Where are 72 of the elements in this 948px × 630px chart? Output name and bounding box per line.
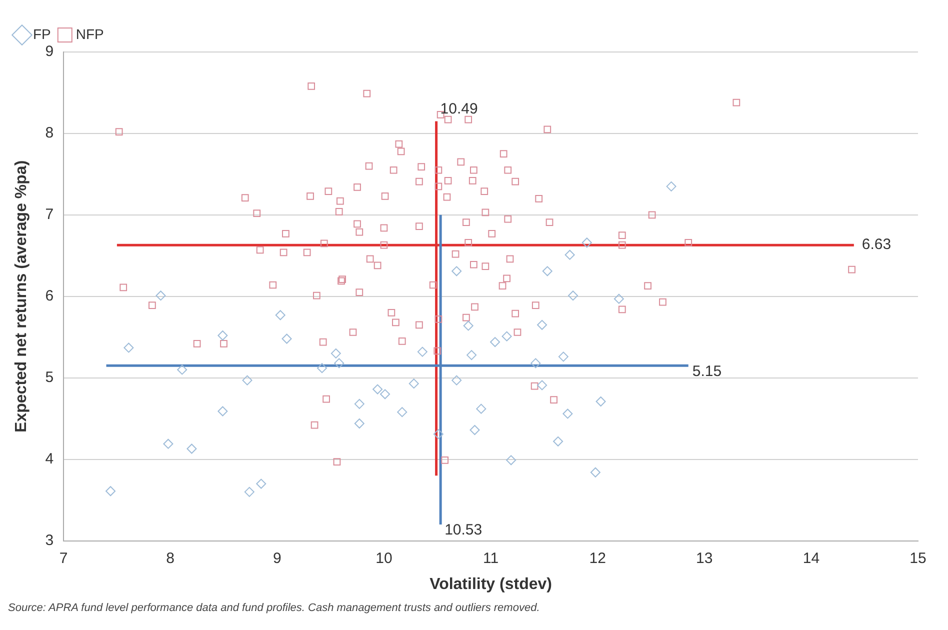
- point: [530, 358, 541, 368]
- point: [317, 363, 328, 374]
- point: [242, 375, 252, 386]
- point: [156, 290, 166, 301]
- point: [417, 346, 428, 357]
- annotation: 10.49: [440, 100, 478, 118]
- point: [330, 348, 341, 358]
- point: [537, 320, 548, 330]
- y-tick-label: 9: [45, 43, 54, 60]
- y-tick-label: 6: [45, 288, 54, 305]
- x-tick-label: 12: [589, 550, 606, 567]
- point: [470, 425, 480, 436]
- annotation: 10.53: [444, 522, 482, 539]
- point: [124, 342, 134, 353]
- x-tick-label: 14: [802, 550, 820, 567]
- point: [666, 181, 676, 192]
- annotation: 6.63: [862, 236, 892, 254]
- point: [334, 358, 344, 368]
- point: [177, 364, 188, 375]
- point: [218, 330, 228, 341]
- x-tick-label: 11: [482, 550, 499, 567]
- x-tick-label: 7: [59, 550, 68, 567]
- point: [275, 310, 286, 320]
- point: [433, 429, 444, 440]
- point: [106, 486, 116, 496]
- y-axis-title: Expected net returns (average %pa): [13, 160, 30, 432]
- point: [463, 320, 474, 331]
- point: [244, 486, 254, 497]
- y-tick-label: 3: [45, 532, 54, 549]
- point: [553, 436, 564, 446]
- annotation: 5.15: [692, 362, 722, 380]
- point: [562, 408, 573, 419]
- point: [537, 380, 548, 390]
- point: [218, 406, 228, 416]
- point: [186, 444, 197, 454]
- point: [397, 407, 408, 418]
- point: [256, 478, 266, 489]
- y-tick-label: 8: [45, 124, 54, 142]
- y-tick-label: 5: [45, 369, 54, 386]
- point: [452, 266, 462, 276]
- point: [380, 389, 390, 400]
- x-axis-title: Volatility (stdev): [430, 576, 552, 593]
- point: [582, 238, 592, 248]
- x-tick-label: 15: [910, 550, 926, 567]
- point: [564, 250, 575, 260]
- point: [372, 384, 383, 394]
- legend-label: NFP: [76, 26, 104, 42]
- point: [490, 337, 500, 348]
- point: [476, 404, 486, 414]
- point: [452, 375, 462, 386]
- point: [466, 350, 477, 360]
- x-tick-label: 9: [272, 550, 282, 567]
- y-tick-label: 7: [45, 206, 54, 224]
- point: [542, 266, 552, 276]
- point: [354, 418, 364, 428]
- point: [590, 467, 600, 478]
- point: [282, 334, 292, 344]
- point: [354, 398, 364, 409]
- point: [568, 290, 578, 301]
- point: [163, 438, 174, 449]
- point: [502, 331, 512, 342]
- x-tick-label: 8: [166, 550, 175, 567]
- point: [408, 378, 419, 389]
- point: [506, 455, 516, 466]
- point: [558, 352, 568, 362]
- y-tick-label: 4: [45, 450, 54, 468]
- point: [614, 294, 624, 304]
- legend-label: FP: [33, 26, 51, 42]
- x-tick-label: 10: [376, 550, 392, 567]
- source-note: Source: APRA fund level performance data and fund profiles. Cash management trusts and outliers removed.: [8, 602, 541, 614]
- point: [596, 396, 606, 406]
- x-tick-label: 13: [696, 550, 713, 567]
